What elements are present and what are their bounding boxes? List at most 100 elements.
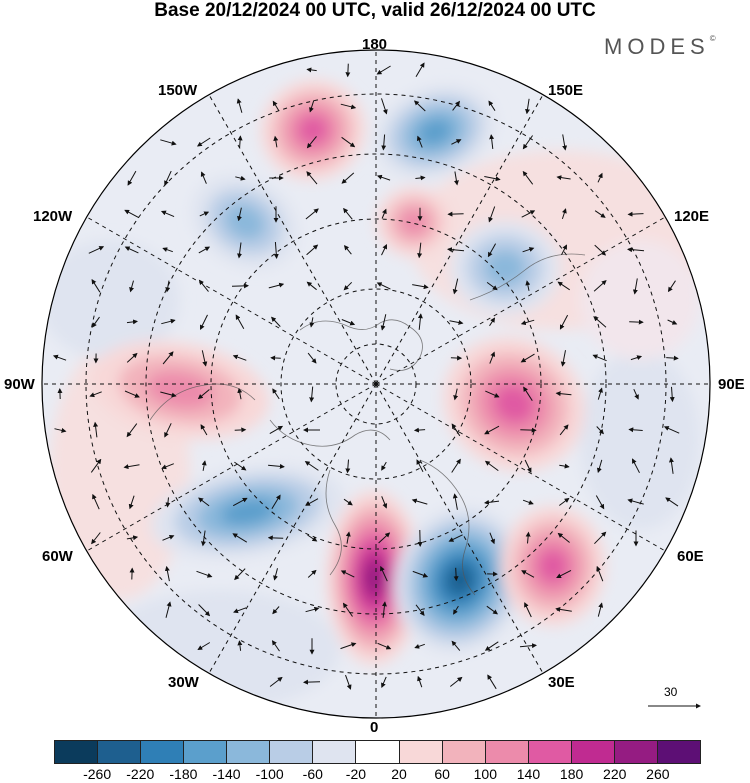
legend-swatch [614,741,658,763]
wind-vector [305,498,319,506]
wind-vector [632,458,640,474]
wind-vector [306,171,318,185]
wind-vector [54,427,67,433]
wind-vector [307,534,318,542]
legend-tick-label: -140 [212,766,241,782]
wind-vector [381,676,387,689]
color-legend [54,740,701,764]
wind-vector [304,461,319,471]
wind-vector [628,427,643,433]
wind-vector [127,170,137,186]
wind-vector [88,246,105,254]
wind-vector [525,531,531,544]
wind-vector [164,423,172,438]
anomaly-contour [146,371,214,409]
wind-vector [595,495,605,510]
wind-vector [417,313,423,330]
wind-vector [559,314,569,330]
wind-vector [555,606,572,612]
wind-vector [93,421,99,438]
legend-tick-label: 60 [434,766,450,782]
wind-vector [235,314,245,329]
wind-vector [380,565,388,582]
wind-vector [381,98,388,115]
wind-vector [416,459,424,473]
wind-vector [198,604,211,617]
latitude-circle [280,288,472,480]
map-border [41,49,711,719]
legend-tick-label: -260 [83,766,112,782]
wind-vector [123,464,140,470]
wind-vector [268,463,285,469]
wind-vector [128,495,135,510]
wind-vector [377,642,392,650]
anomaly-contour [417,118,453,146]
legend-swatch [141,741,185,763]
wind-vector [160,210,175,218]
wind-vector [449,676,463,687]
legend-tick-label: 220 [603,766,627,782]
wind-vector [126,352,138,363]
legend-swatch [270,741,314,763]
wind-vector [667,319,678,325]
wind-vector [232,533,248,543]
wind-vector [415,604,425,616]
modes-logo: MODES© [604,34,716,60]
wind-vector [234,427,247,433]
wind-vector [162,351,174,365]
wind-vector [162,247,173,253]
wind-vector [487,243,497,258]
legend-swatch [227,741,271,763]
wind-vector [414,643,425,649]
wind-vector [451,139,462,145]
wind-vector [201,460,207,471]
wind-vector [129,280,134,293]
wind-vector [376,65,391,75]
wind-vector [306,244,319,256]
wind-vector [487,674,497,690]
wind-vector [559,424,569,436]
legend-tick-label: -20 [345,766,367,782]
wind-vector [91,532,101,545]
wind-vector [525,98,530,115]
wind-vector [555,391,572,397]
wind-vector [525,280,531,291]
lon-label-0: 0 [370,719,379,736]
wind-vector [596,565,604,582]
brand-mark: © [709,34,716,43]
wind-vector [161,463,174,470]
wind-vector [124,390,140,398]
wind-vector [452,278,459,295]
wind-vector [124,209,140,219]
wind-vector [489,317,496,327]
wind-vector [667,280,676,293]
page-title: Base 20/12/2024 00 UTC, valid 26/12/2024… [154,0,596,21]
wind-vector [89,391,102,398]
wind-vector [236,98,243,113]
wind-vector [597,602,604,617]
wind-vector [232,354,247,361]
wind-vector [165,280,171,293]
wind-vector [237,387,243,400]
wind-vector [632,278,638,295]
wind-vector [381,496,388,509]
wind-vector [269,425,284,435]
wind-vector [381,601,387,618]
wind-vector [341,172,355,184]
wind-vector [413,427,426,433]
lon-label-60e: 60E [677,548,704,565]
wind-vector [594,210,606,218]
wind-vector [165,497,171,508]
wind-vector [273,241,279,259]
latitude-circle [210,218,542,550]
wind-vector [486,605,499,615]
coastline [269,419,391,447]
wind-vector [452,493,458,510]
wind-vector [200,171,207,184]
wind-vector [597,172,603,183]
wind-vector [520,353,535,363]
wind-vector [309,386,315,403]
wind-vector [415,62,425,78]
wind-vector [489,134,495,149]
wind-vector [126,535,139,541]
